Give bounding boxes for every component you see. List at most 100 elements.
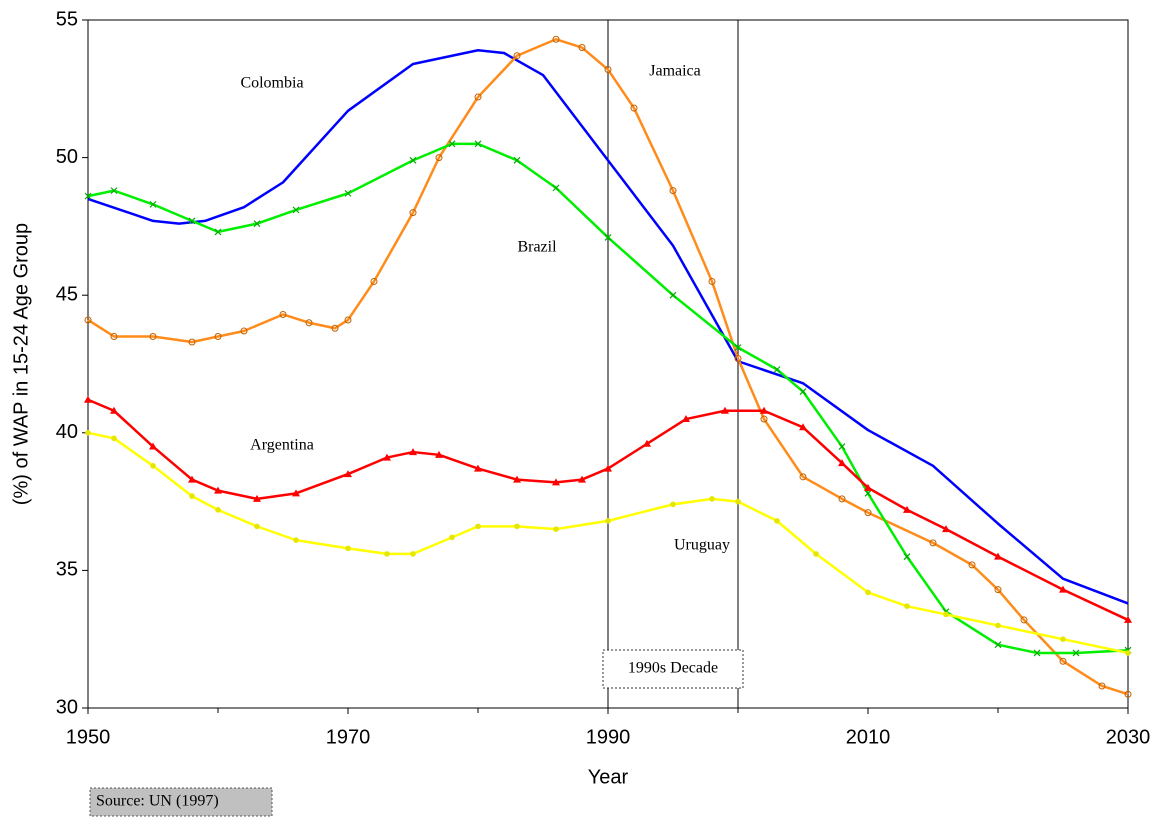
- marker: [799, 473, 807, 481]
- marker: [149, 200, 157, 208]
- series-label: Argentina: [250, 437, 314, 454]
- marker: [838, 495, 846, 503]
- marker: [773, 366, 781, 373]
- marker: [1060, 636, 1066, 642]
- marker: [604, 66, 612, 74]
- marker: [448, 140, 456, 148]
- marker: [254, 523, 260, 530]
- series-line: [87, 398, 1129, 622]
- marker: [279, 310, 287, 318]
- marker: [604, 233, 612, 241]
- marker: [994, 552, 1002, 560]
- marker: [630, 104, 638, 112]
- marker: [253, 494, 261, 502]
- marker: [670, 501, 676, 508]
- marker: [813, 551, 819, 557]
- marker: [904, 603, 910, 609]
- marker: [188, 338, 196, 346]
- y-tick-label: 40: [56, 421, 78, 443]
- marker: [474, 140, 482, 148]
- marker: [760, 406, 768, 414]
- marker: [84, 316, 92, 324]
- marker: [942, 525, 950, 533]
- marker: [240, 327, 248, 335]
- marker: [1124, 615, 1132, 623]
- marker: [995, 622, 1001, 629]
- marker: [253, 220, 261, 228]
- series-label: Uruguay: [674, 537, 730, 554]
- marker: [344, 316, 352, 324]
- source-box: [89, 787, 273, 817]
- marker: [85, 430, 91, 436]
- marker: [344, 189, 352, 197]
- marker: [110, 187, 118, 195]
- marker: [1059, 585, 1067, 593]
- marker: [682, 415, 690, 423]
- marker: [864, 509, 872, 517]
- marker: [214, 486, 222, 494]
- marker: [409, 156, 417, 164]
- marker: [643, 439, 651, 447]
- marker: [188, 217, 196, 225]
- marker: [305, 319, 313, 327]
- x-tick-label: 2030: [1106, 726, 1151, 748]
- decade-box: [602, 649, 744, 689]
- x-tick-label: 2010: [846, 726, 891, 748]
- marker: [384, 551, 390, 557]
- marker: [409, 209, 417, 217]
- marker: [709, 496, 715, 502]
- marker: [149, 442, 157, 450]
- marker: [84, 192, 92, 200]
- marker: [292, 489, 300, 497]
- marker: [760, 415, 768, 423]
- marker: [669, 291, 677, 299]
- marker: [1125, 650, 1131, 656]
- marker: [150, 463, 156, 469]
- marker: [214, 332, 222, 340]
- marker: [1020, 616, 1028, 624]
- marker: [111, 435, 117, 442]
- marker: [552, 184, 560, 192]
- marker: [84, 395, 92, 403]
- marker: [410, 551, 416, 557]
- marker: [552, 35, 560, 43]
- y-tick-label: 30: [56, 696, 78, 718]
- marker: [943, 611, 949, 618]
- marker: [214, 228, 222, 236]
- series-label: Colombia: [240, 75, 303, 92]
- marker: [552, 478, 560, 486]
- marker: [189, 493, 195, 499]
- marker: [188, 475, 196, 483]
- marker: [903, 505, 911, 513]
- x-tick-label: 1950: [66, 726, 111, 748]
- marker: [721, 406, 729, 414]
- marker: [994, 586, 1002, 594]
- series-label: Jamaica: [649, 63, 701, 80]
- marker: [344, 470, 352, 478]
- marker: [929, 539, 937, 547]
- marker: [474, 464, 482, 472]
- marker: [734, 344, 742, 351]
- marker: [149, 332, 157, 340]
- x-axis-title: Year: [588, 766, 629, 788]
- y-tick-label: 35: [56, 559, 78, 581]
- marker: [474, 93, 482, 101]
- x-tick-label: 1970: [326, 726, 371, 748]
- marker: [345, 545, 351, 552]
- series-line: [87, 142, 1129, 655]
- x-tick-label: 1990: [586, 726, 631, 748]
- marker: [435, 154, 443, 162]
- marker: [553, 526, 559, 532]
- marker: [293, 537, 299, 543]
- decade-label: 1990s Decade: [628, 660, 718, 677]
- marker: [968, 561, 976, 569]
- marker: [604, 464, 612, 472]
- y-tick-label: 50: [56, 146, 78, 168]
- marker: [1098, 682, 1106, 690]
- marker: [838, 459, 846, 467]
- series-label: Brazil: [517, 239, 557, 256]
- marker: [994, 641, 1002, 649]
- marker: [799, 423, 807, 431]
- marker: [708, 277, 716, 285]
